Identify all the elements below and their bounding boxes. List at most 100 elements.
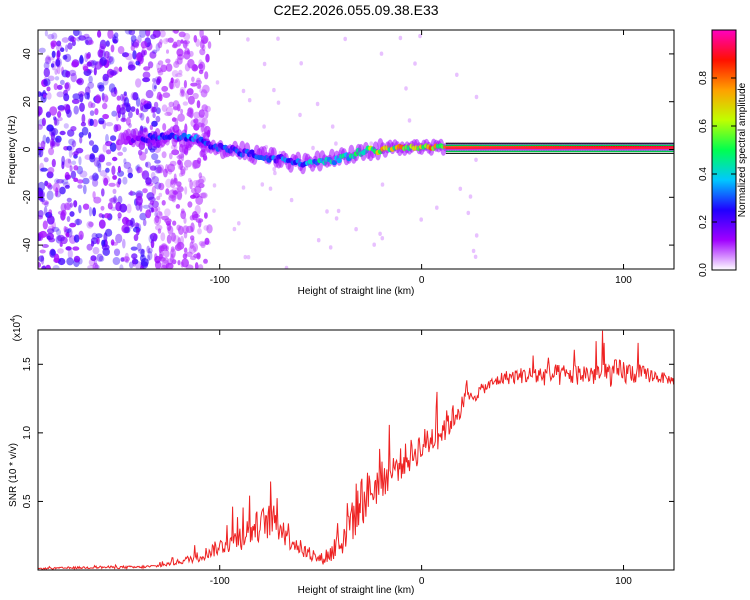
spectrogram-noise-cell — [148, 234, 154, 244]
spectrogram-noise-cell — [168, 101, 175, 108]
spectrogram-noise-cell — [193, 111, 201, 119]
spectrogram-noise-cell — [167, 163, 176, 173]
spectrogram-noise-cell — [108, 197, 116, 203]
spectrogram-noise-cell — [69, 165, 73, 172]
spectrogram-noise-cell — [164, 111, 172, 117]
spectrogram-noise-cell — [100, 205, 105, 211]
spectrogram-noise-cell — [142, 219, 147, 227]
spectrogram-noise-cell — [57, 105, 66, 111]
spectrogram-noise-cell — [246, 255, 251, 260]
spectrogram-noise-cell — [260, 182, 265, 187]
colorbar-tick-label: 0.8 — [698, 71, 709, 85]
spectrogram-noise-cell — [182, 40, 188, 49]
spectrogram-noise-cell — [68, 138, 75, 145]
spectrogram-noise-cell — [48, 209, 53, 216]
spectrogram-noise-cell — [145, 116, 150, 124]
spectrogram-noise-cell — [158, 211, 163, 216]
y-tick-label: 0 — [22, 146, 33, 152]
spectrogram-noise-cell — [96, 236, 100, 245]
spectrogram-noise-cell — [153, 215, 162, 226]
spectrogram-noise-cell — [241, 88, 246, 94]
spectrogram-noise-cell — [103, 177, 109, 186]
spectrogram-noise-cell — [195, 218, 204, 223]
spectrogram-noise-cell — [149, 200, 155, 206]
spectrogram-noise-cell — [82, 203, 90, 210]
spectrogram-noise-cell — [105, 228, 113, 237]
spectrogram-noise-cell — [151, 185, 157, 196]
spectrogram-noise-cell — [69, 211, 75, 217]
spectrogram-noise-cell — [102, 175, 110, 184]
spectrogram-noise-cell — [51, 60, 56, 71]
spectrogram-noise-cell — [173, 177, 177, 185]
y-tick-label: -40 — [22, 237, 33, 252]
spectrogram-noise-cell — [198, 264, 204, 269]
spectrogram-noise-cell — [171, 30, 176, 33]
snr-multiplier-base: (x10 — [12, 321, 23, 341]
colorbar-ticks: 0.0 0.2 0.4 0.6 0.8 — [698, 71, 736, 277]
spectrogram-noise-cell — [93, 157, 100, 167]
spectrogram-noise-cell — [46, 182, 52, 188]
spectrogram-noise-cell — [182, 101, 189, 106]
spectrogram-x-axis-label: Height of straight line (km) — [298, 286, 415, 297]
snr-x-ticks: -100 0 100 — [210, 330, 632, 587]
spectrogram-noise-cell — [132, 257, 137, 267]
spectrogram-noise-cell — [130, 35, 137, 43]
y-tick-label: 40 — [22, 48, 33, 60]
spectrogram-noise-cell — [94, 108, 99, 116]
spectrogram-noise-cell — [178, 31, 186, 38]
spectrogram-noise-cell — [181, 258, 190, 268]
spectrogram-noise-cell — [86, 61, 93, 67]
spectrogram-noise-cell — [122, 176, 128, 185]
spectrogram-noise-cell — [143, 103, 152, 110]
spectrogram-noise-cell — [105, 167, 110, 173]
spectrogram-noise-cell — [142, 188, 148, 194]
spectrogram-noise-cell — [166, 234, 172, 244]
colorbar: 0.0 0.2 0.4 0.6 0.8 Normalized spectral ampl… — [698, 29, 748, 277]
spectrogram-noise-cell — [92, 262, 99, 269]
spectrogram-noise-cell — [184, 47, 190, 55]
spectrogram-noise-cell — [135, 195, 143, 206]
spectrogram-noise-cell — [38, 210, 44, 218]
spectrogram-noise-cell — [130, 92, 137, 101]
spectrogram-noise-cell — [81, 113, 86, 124]
spectrogram-noise-cell — [380, 236, 385, 241]
spectrogram-noise-cell — [177, 113, 185, 122]
spectrogram-noise-cell — [299, 61, 304, 66]
spectrogram-noise-cell — [98, 219, 106, 229]
spectrogram-noise-cell — [157, 60, 164, 66]
spectrogram-noise-cell — [407, 118, 412, 123]
spectrogram-noise-cell — [195, 38, 200, 47]
spectrogram-noise-cell — [178, 172, 183, 177]
spectrogram-noise-cell — [51, 140, 56, 149]
spectrogram-noise-cell — [380, 182, 385, 187]
snr-frame — [37, 329, 675, 571]
spectrogram-noise-cell — [39, 230, 47, 238]
spectrogram-ridge-cell — [249, 149, 255, 155]
spectrogram-noise-cell — [38, 91, 42, 97]
spectrogram-noise-cell — [106, 149, 112, 155]
spectrogram-noise-cell — [71, 160, 77, 166]
spectrogram-noise-cell — [197, 157, 202, 164]
spectrogram-noise-cell — [41, 197, 45, 203]
spectrogram-noise-cell — [154, 159, 161, 164]
spectrogram-noise-cell — [191, 211, 198, 221]
spectrogram-noise-cell — [161, 200, 166, 206]
spectrogram-noise-cell — [188, 50, 194, 57]
spectrogram-noise-cell — [160, 243, 168, 250]
spectrogram-noise-cell — [43, 206, 48, 216]
spectrogram-noise-cell — [165, 262, 174, 269]
spectrogram-noise-cell — [115, 112, 120, 122]
spectrogram-noise-cell — [138, 248, 146, 254]
spectrogram-noise-cell — [152, 30, 161, 38]
spectrogram-noise-cell — [45, 136, 50, 144]
spectrogram-noise-cell — [121, 224, 130, 234]
spectrogram-noise-cell — [193, 118, 199, 124]
spectrogram-noise-cell — [151, 120, 158, 127]
spectrogram-noise-cell — [90, 255, 97, 262]
spectrogram-noise-cell — [117, 46, 125, 54]
spectrogram-noise-cell — [42, 220, 48, 230]
spectrogram-noise-cell — [166, 49, 169, 54]
spectrogram-noise-cell — [184, 186, 188, 195]
spectrogram-noise-cell — [124, 30, 133, 35]
